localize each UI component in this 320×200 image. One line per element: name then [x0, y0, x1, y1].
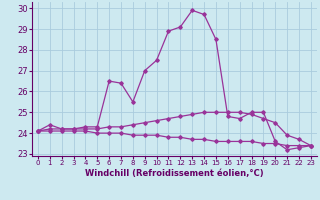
X-axis label: Windchill (Refroidissement éolien,°C): Windchill (Refroidissement éolien,°C)	[85, 169, 264, 178]
